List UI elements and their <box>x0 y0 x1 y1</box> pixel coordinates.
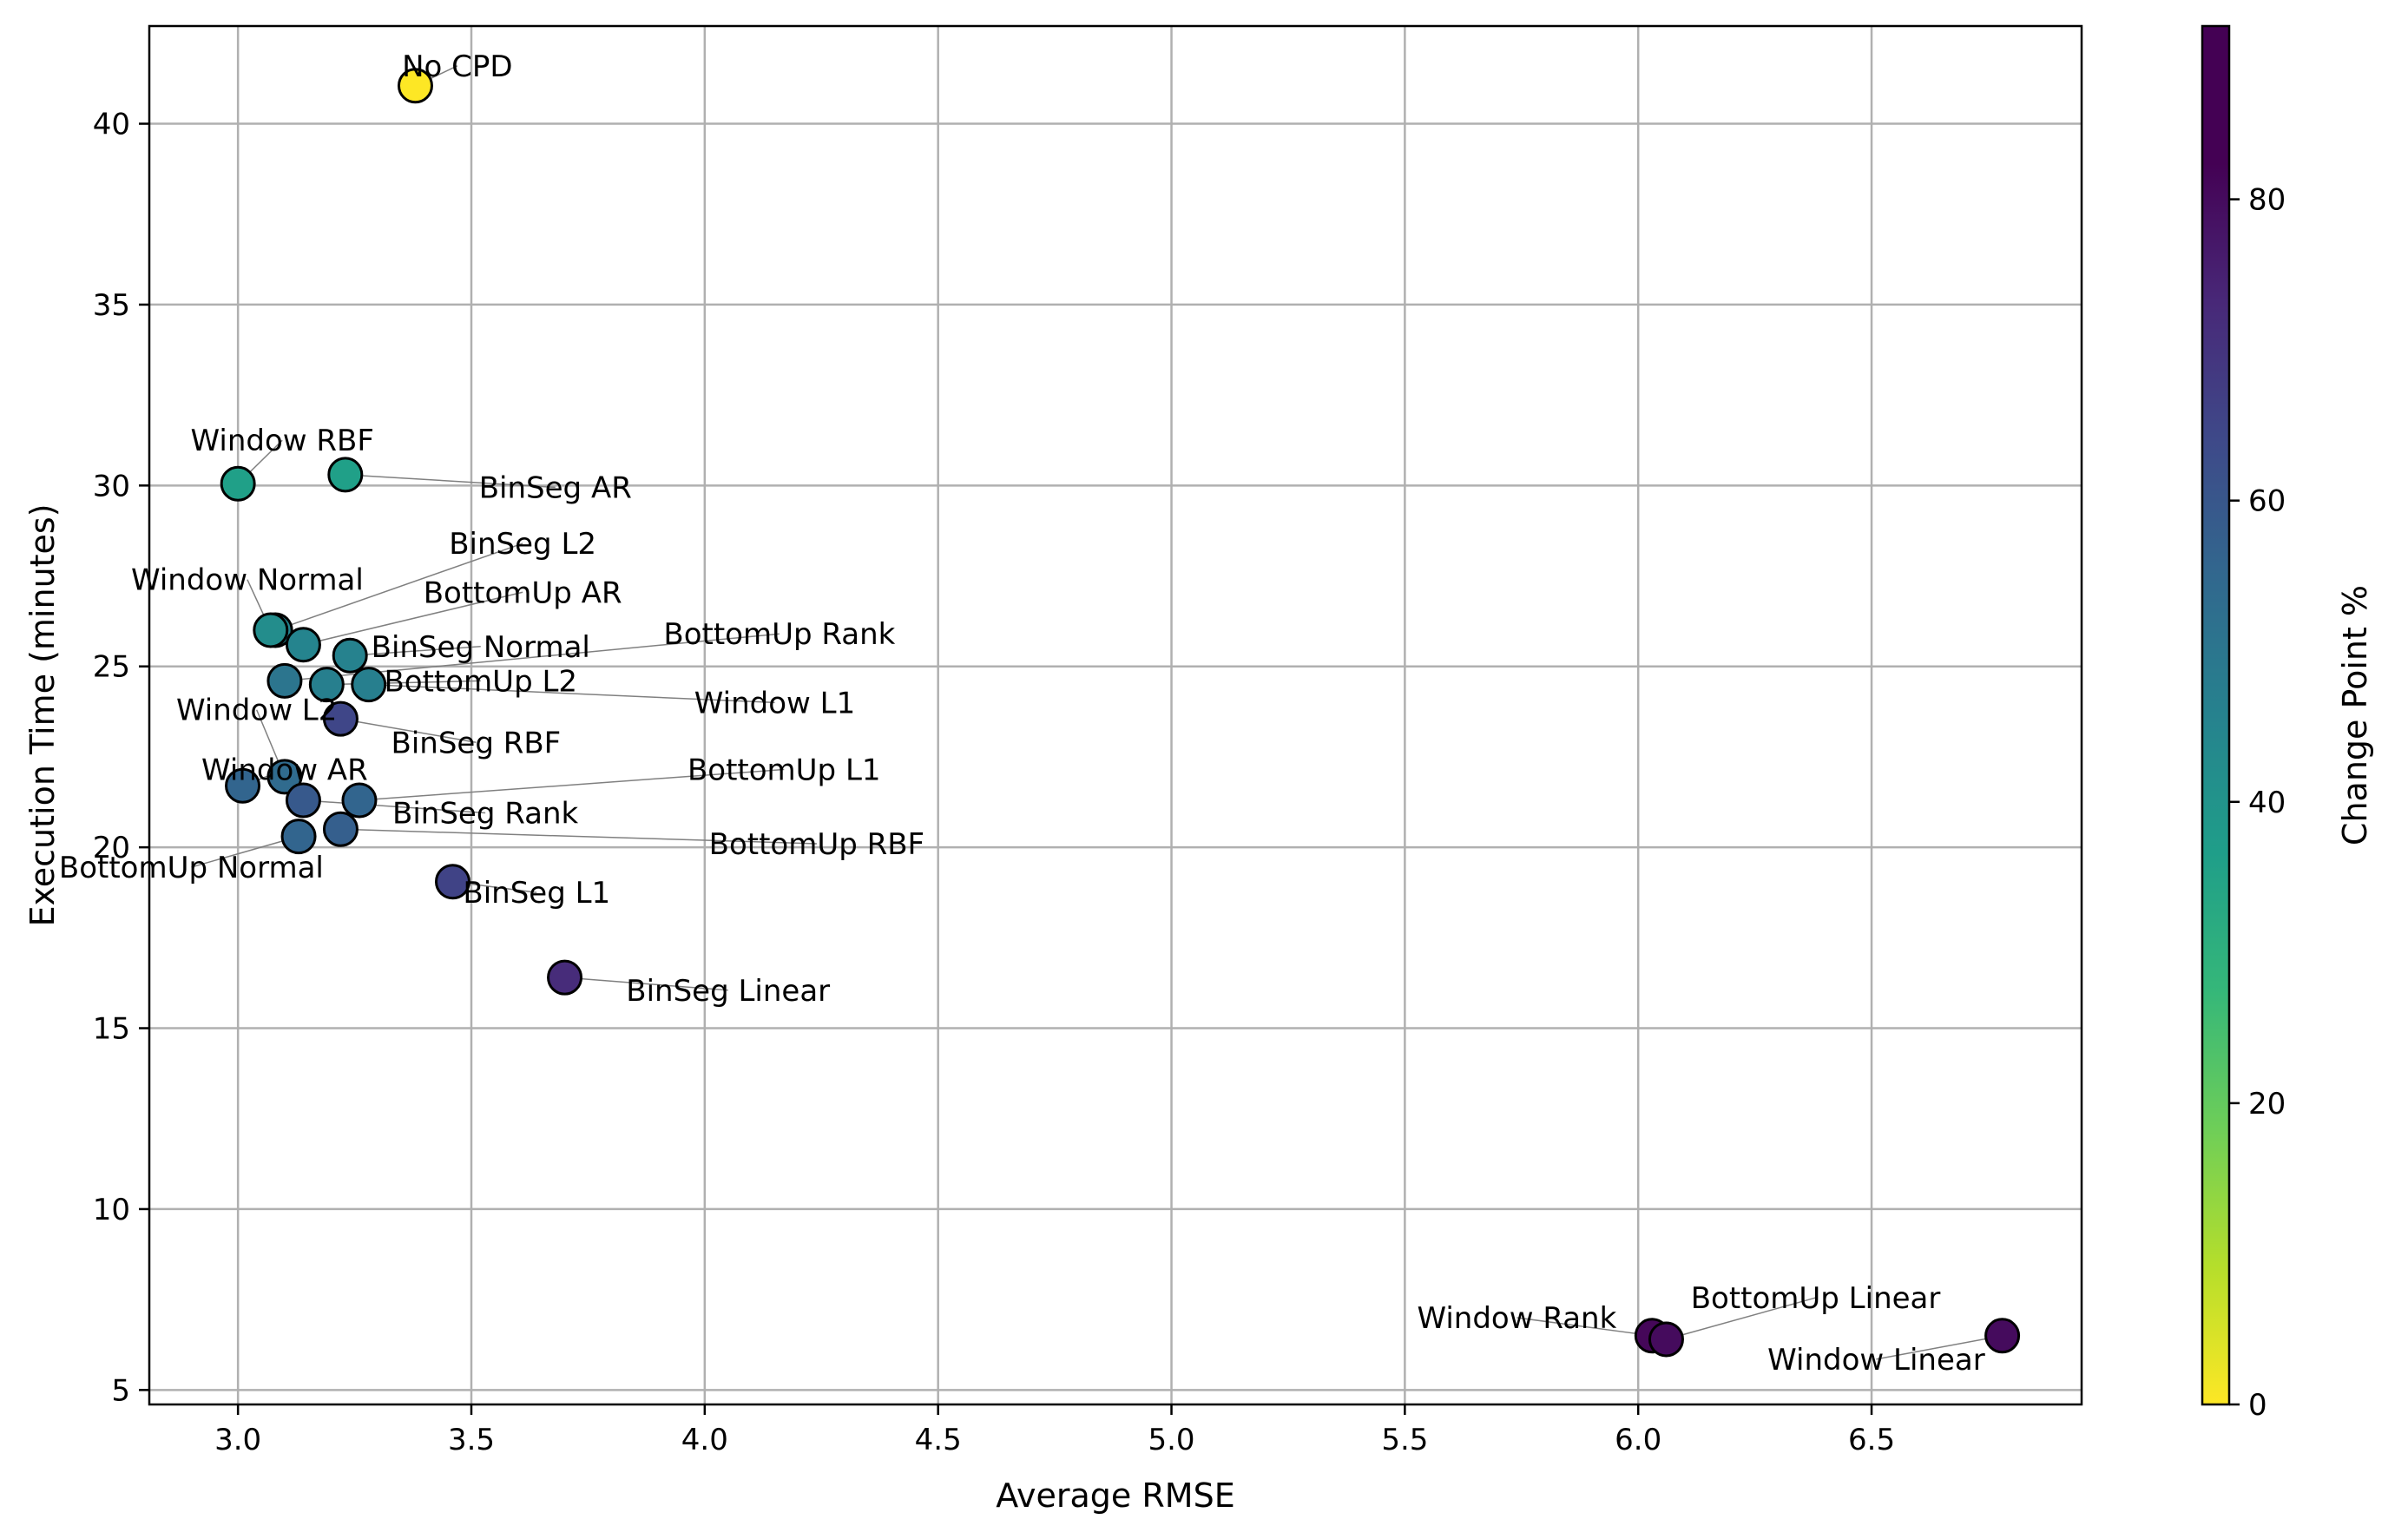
leader-line <box>340 828 817 845</box>
y-tick-label: 40 <box>93 108 130 142</box>
point-label: Window Rank <box>1417 1301 1616 1336</box>
point-label: Window RBF <box>191 424 374 458</box>
point-label: Window Normal <box>131 563 364 598</box>
point-label: No CPD <box>402 49 512 84</box>
leader-line <box>274 543 523 631</box>
point-label: BinSeg Linear <box>626 974 830 1009</box>
plot-frame <box>148 24 2083 1406</box>
grid-lines <box>149 26 2082 1404</box>
data-point <box>327 457 364 493</box>
y-tick-label: 20 <box>93 831 130 865</box>
data-point <box>266 759 303 795</box>
point-label: BinSeg Normal <box>372 630 590 665</box>
leader-line <box>359 768 785 801</box>
point-label: Window L2 <box>176 694 337 728</box>
data-point <box>397 68 433 104</box>
data-point <box>266 662 303 699</box>
point-label: BottomUp AR <box>424 575 622 610</box>
colorbar-label: Change Point % <box>2336 585 2374 845</box>
leader-line <box>340 718 477 743</box>
point-label: BottomUp Linear <box>1691 1281 1941 1316</box>
colorbar-tick-label: 40 <box>2248 786 2286 820</box>
x-tick-label: 4.5 <box>915 1423 962 1457</box>
label-leader-lines <box>191 65 2003 1360</box>
axis-ticks: 3.0 3.5 4.0 4.5 5.0 5.5 6.0 6.5 5 10 15 20 25 30 35 40 <box>93 108 1895 1457</box>
y-tick-label: 30 <box>93 469 130 503</box>
y-axis-label: Execution Time (minutes) <box>23 503 62 926</box>
colorbar-tick-label: 0 <box>2248 1388 2267 1423</box>
point-label: BinSeg AR <box>479 470 632 505</box>
data-point <box>285 782 321 819</box>
x-tick-label: 5.0 <box>1148 1423 1194 1457</box>
leader-line <box>345 474 556 489</box>
data-point <box>1648 1321 1684 1358</box>
leader-line <box>303 591 523 646</box>
point-label: BottomUp L2 <box>384 664 577 699</box>
leader-line <box>1666 1297 1816 1340</box>
data-point <box>225 767 261 804</box>
y-tick-label: 25 <box>93 650 130 685</box>
data-point <box>285 627 321 663</box>
x-tick-label: 6.5 <box>1848 1423 1895 1457</box>
data-point <box>322 811 359 847</box>
leader-line <box>350 646 481 656</box>
point-labels: No CPD Window RBF BinSeg AR BinSeg L2 Window… <box>59 49 1985 1378</box>
data-point <box>1984 1318 2021 1354</box>
colorbar <box>2201 24 2231 1406</box>
data-point <box>351 667 387 703</box>
x-tick-label: 6.0 <box>1615 1423 1661 1457</box>
data-point <box>547 959 583 996</box>
leader-line <box>564 977 728 991</box>
data-point <box>253 612 289 648</box>
point-label: Window AR <box>201 753 368 788</box>
point-label: BinSeg L2 <box>449 527 596 562</box>
data-point <box>280 819 317 855</box>
point-label: Window L1 <box>694 686 855 720</box>
colorbar-tick-label: 80 <box>2248 183 2286 218</box>
data-point <box>434 864 470 900</box>
leader-line <box>191 835 299 868</box>
point-label: Window Linear <box>1767 1343 1985 1378</box>
point-label: BottomUp RBF <box>709 827 925 862</box>
x-tick-label: 3.5 <box>448 1423 495 1457</box>
data-point <box>332 637 368 674</box>
point-label: BinSeg RBF <box>391 726 562 760</box>
x-tick-label: 4.0 <box>681 1423 728 1457</box>
colorbar-tick-label: 60 <box>2248 484 2286 519</box>
point-label: BinSeg Rank <box>392 797 578 832</box>
leader-line <box>368 683 775 704</box>
y-tick-label: 35 <box>93 288 130 323</box>
leader-line <box>1517 1317 1653 1337</box>
leader-line <box>303 799 486 814</box>
point-label: BottomUp L1 <box>688 753 881 788</box>
y-tick-label: 10 <box>93 1193 130 1227</box>
point-label: BinSeg L1 <box>463 876 610 911</box>
x-axis-label: Average RMSE <box>996 1477 1234 1515</box>
data-points <box>220 68 2021 1358</box>
x-tick-label: 5.5 <box>1381 1423 1428 1457</box>
y-tick-label: 5 <box>111 1373 130 1408</box>
x-tick-label: 3.0 <box>214 1423 261 1457</box>
data-point <box>322 700 359 737</box>
y-tick-label: 15 <box>93 1012 130 1047</box>
leader-line <box>1876 1335 2003 1360</box>
point-label: BottomUp Rank <box>663 617 895 652</box>
data-point <box>341 782 378 819</box>
data-point <box>308 667 345 703</box>
colorbar-tick-label: 20 <box>2248 1087 2286 1121</box>
point-label: BottomUp Normal <box>59 851 324 885</box>
data-point <box>220 465 256 502</box>
colorbar-ticks: 0 20 40 60 80 <box>2229 183 2286 1423</box>
